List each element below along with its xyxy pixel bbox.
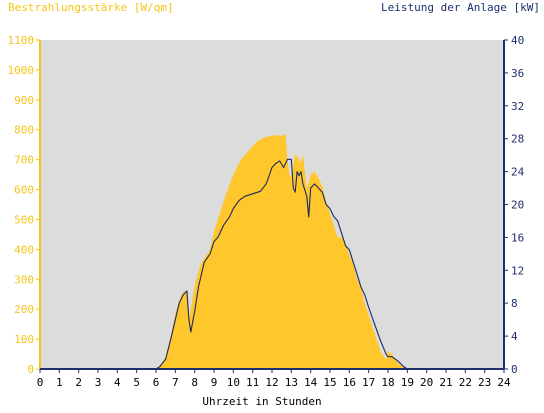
x-tick-label: 14 [304,376,318,389]
x-tick-label: 5 [133,376,140,389]
left-tick-label: 1100 [8,34,35,47]
x-tick-label: 23 [478,376,491,389]
right-tick-label: 16 [511,231,524,244]
right-tick-label: 32 [511,100,524,113]
x-tick-label: 22 [459,376,472,389]
irradiance-area [40,134,504,369]
left-tick-label: 1000 [8,64,35,77]
x-tick-label: 21 [439,376,452,389]
x-tick-label: 0 [37,376,44,389]
left-tick-label: 600 [14,184,34,197]
left-axis-title: Bestrahlungsstärke [W/qm] [8,1,174,14]
x-tick-label: 16 [343,376,356,389]
x-tick-label: 11 [246,376,259,389]
x-tick-label: 7 [172,376,179,389]
ticks-layer: 0100200300400500600700800900100011000481… [8,34,525,389]
x-tick-label: 18 [381,376,394,389]
x-tick-label: 8 [191,376,198,389]
right-tick-label: 0 [511,363,518,376]
left-tick-label: 400 [14,243,34,256]
left-tick-label: 700 [14,154,34,167]
right-tick-label: 40 [511,34,524,47]
x-tick-label: 10 [227,376,240,389]
series-layer [40,134,504,370]
left-tick-label: 100 [14,333,34,346]
left-tick-label: 900 [14,94,34,107]
power-line [40,158,504,370]
right-tick-label: 20 [511,199,524,212]
left-tick-label: 800 [14,124,34,137]
x-tick-label: 1 [56,376,63,389]
left-tick-label: 0 [27,363,34,376]
right-tick-label: 12 [511,264,524,277]
x-tick-label: 13 [285,376,298,389]
x-axis-title: Uhrzeit in Stunden [202,395,321,408]
right-axis-title: Leistung der Anlage [kW] [381,1,540,14]
x-tick-label: 24 [497,376,511,389]
x-tick-label: 12 [265,376,278,389]
right-tick-label: 4 [511,330,518,343]
right-tick-label: 24 [511,166,525,179]
x-tick-label: 17 [362,376,375,389]
left-tick-label: 200 [14,303,34,316]
right-tick-label: 28 [511,133,524,146]
left-tick-label: 500 [14,213,34,226]
x-tick-label: 3 [95,376,102,389]
x-tick-label: 9 [211,376,218,389]
x-tick-label: 15 [323,376,336,389]
x-tick-label: 19 [401,376,414,389]
x-tick-label: 2 [75,376,82,389]
x-tick-label: 20 [420,376,433,389]
x-tick-label: 6 [153,376,160,389]
right-tick-label: 8 [511,297,518,310]
x-tick-label: 4 [114,376,121,389]
right-tick-label: 36 [511,67,524,80]
left-tick-label: 300 [14,273,34,286]
